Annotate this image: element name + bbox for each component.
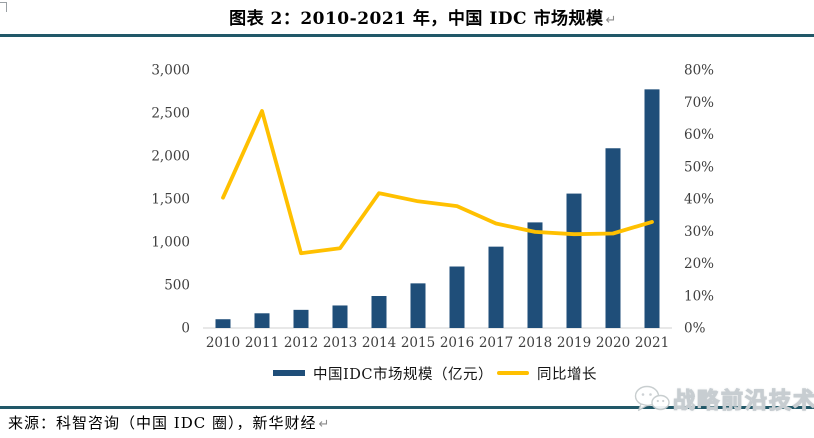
left-axis-tick: 3,000 — [151, 63, 190, 79]
bar-2010 — [215, 319, 231, 328]
right-axis-tick: 20% — [684, 256, 714, 272]
legend-item-market-size: 中国IDC市场规模（亿元） — [273, 364, 493, 383]
right-axis-tick: 0% — [684, 321, 706, 337]
left-axis-tick: 1,500 — [151, 192, 190, 208]
right-axis-tick: 50% — [684, 159, 714, 175]
x-axis-label: 2017 — [479, 335, 513, 351]
left-axis-tick: 0 — [181, 321, 190, 337]
line-series-swatch — [497, 371, 529, 375]
bar-2017 — [488, 246, 504, 328]
bar-2019 — [566, 193, 582, 328]
x-axis-label: 2019 — [557, 335, 591, 351]
horizontal-rule-top — [0, 34, 814, 37]
bar-2015 — [410, 283, 426, 328]
chart-title: 图表 2：2010-2021 年，中国 IDC 市场规模 ↵ — [0, 4, 814, 29]
bar-series-swatch — [273, 370, 305, 376]
source-line: 来源：科智咨询（中国 IDC 圈），新华财经 ↵ — [8, 412, 330, 433]
x-axis-label: 2016 — [440, 335, 474, 351]
bar-2014 — [371, 296, 387, 328]
left-axis-tick: 1,000 — [151, 235, 190, 251]
bar-2020 — [605, 148, 621, 328]
x-axis-label: 2021 — [635, 335, 669, 351]
bar-2011 — [254, 313, 270, 328]
bar-2021 — [644, 89, 660, 328]
left-axis-tick: 500 — [164, 278, 190, 294]
right-axis-tick: 70% — [684, 95, 714, 111]
x-axis-label: 2014 — [362, 335, 396, 351]
bar-2012 — [293, 309, 309, 328]
paragraph-mark-icon: ↵ — [605, 13, 617, 28]
right-axis-tick: 10% — [684, 288, 714, 304]
x-axis-label: 2012 — [284, 335, 318, 351]
left-axis-tick: 2,000 — [151, 149, 190, 165]
growth-line — [221, 109, 654, 256]
bar-2013 — [332, 305, 348, 328]
x-axis-label: 2011 — [245, 335, 279, 351]
right-axis-tick: 40% — [684, 192, 714, 208]
paragraph-mark-icon: ↵ — [318, 417, 331, 432]
chart-title-text: 图表 2：2010-2021 年，中国 IDC 市场规模 — [229, 9, 604, 29]
watermark: 战略前沿技术 — [634, 383, 814, 415]
legend-label-market-size: 中国IDC市场规模（亿元） — [313, 366, 493, 383]
wechat-bubbles-icon — [634, 385, 670, 412]
x-axis-label: 2020 — [596, 335, 630, 351]
left-axis-tick: 2,500 — [151, 106, 190, 122]
watermark-text: 战略前沿技术 — [672, 387, 814, 414]
source-text: 来源：科智咨询（中国 IDC 圈），新华财经 — [8, 414, 317, 432]
x-axis-label: 2013 — [323, 335, 357, 351]
horizontal-rule-bottom — [0, 406, 814, 409]
table-cell-marker — [0, 2, 7, 12]
legend-label-growth: 同比增长 — [537, 366, 597, 383]
legend-item-growth: 同比增长 — [497, 364, 597, 383]
right-axis-tick: 80% — [684, 63, 714, 79]
bar-2018 — [527, 222, 543, 328]
x-axis-label: 2010 — [206, 335, 240, 351]
x-axis-label: 2018 — [518, 335, 552, 351]
x-axis-label: 2015 — [401, 335, 435, 351]
right-axis-tick: 30% — [684, 224, 714, 240]
right-axis-tick: 60% — [684, 127, 714, 143]
bar-2016 — [449, 266, 465, 328]
